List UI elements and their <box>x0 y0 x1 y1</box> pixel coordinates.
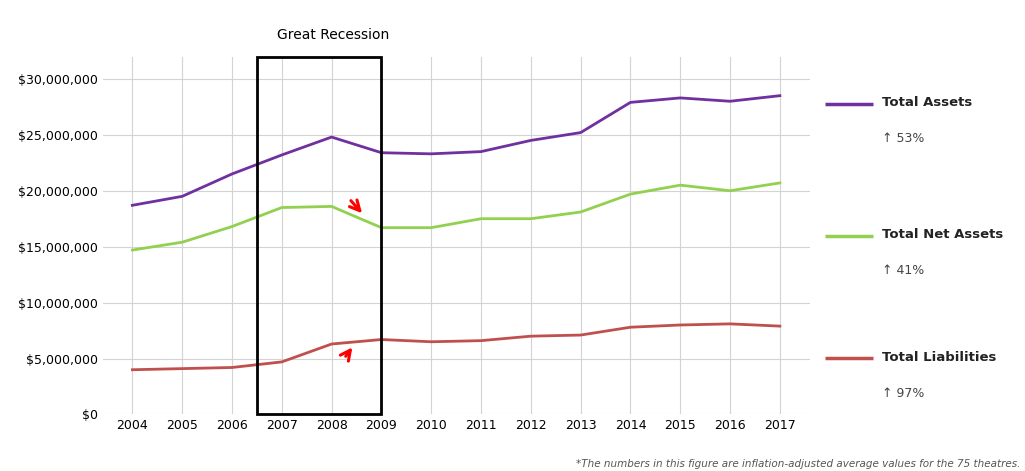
Text: Great Recession: Great Recession <box>277 28 390 42</box>
Text: *The numbers in this figure are inflation-adjusted average values for the 75 the: *The numbers in this figure are inflatio… <box>575 459 1020 469</box>
Text: ↑ 97%: ↑ 97% <box>882 387 924 400</box>
Text: Total Assets: Total Assets <box>882 96 972 109</box>
Text: Total Liabilities: Total Liabilities <box>882 350 996 364</box>
Text: Total Net Assets: Total Net Assets <box>882 228 1002 241</box>
Text: ↑ 41%: ↑ 41% <box>882 264 924 277</box>
Text: ↑ 53%: ↑ 53% <box>882 132 924 146</box>
Bar <box>257 57 381 414</box>
